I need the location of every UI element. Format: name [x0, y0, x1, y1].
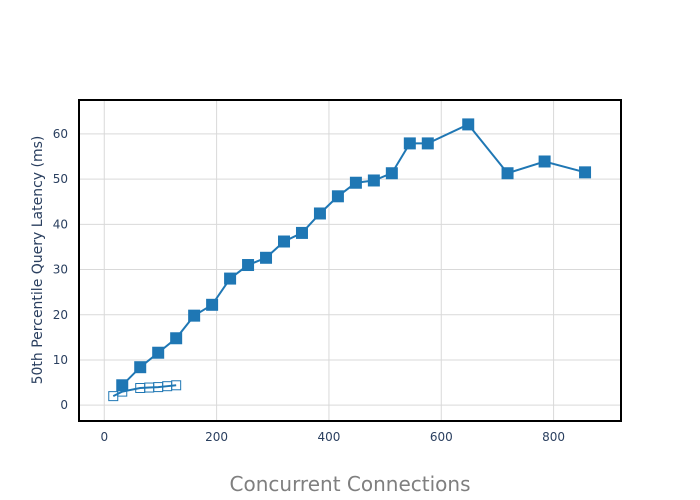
series-filled-point-9 [278, 235, 291, 248]
grid [79, 100, 621, 421]
x-tick-labels: 0 200 400 600 800 [100, 430, 565, 444]
series-filled-point-21 [579, 166, 592, 179]
series-filled-point-1 [134, 361, 147, 374]
y-axis-label: 50th Percentile Query Latency (ms) [30, 136, 46, 385]
y-tick-label-5: 50 [53, 172, 68, 186]
series-layer [108, 118, 592, 402]
series-filled-point-2 [152, 346, 165, 359]
series-open-point-1 [117, 386, 128, 397]
series-filled-point-12 [331, 190, 344, 203]
series-filled-point-18 [462, 118, 475, 131]
x-tick-label-3: 600 [430, 430, 453, 444]
x-tick-label-1: 200 [205, 430, 228, 444]
series-filled-point-7 [242, 259, 255, 272]
x-tick-label-4: 800 [542, 430, 565, 444]
series-filled [116, 118, 592, 392]
series-open-point-0 [108, 391, 119, 402]
series-open-point-5 [162, 381, 173, 392]
series-filled-point-11 [313, 207, 326, 220]
series-filled-point-16 [403, 137, 416, 150]
series-filled-point-13 [349, 176, 362, 189]
series-filled-point-14 [367, 174, 380, 187]
series-filled-point-10 [295, 226, 308, 239]
plot-frame [78, 99, 622, 422]
series-filled-point-8 [260, 251, 273, 264]
series-open-point-2 [135, 383, 146, 393]
series-open-point-3 [144, 382, 155, 393]
series-open [108, 380, 182, 402]
series-filled-point-6 [224, 272, 237, 285]
series-filled-point-17 [421, 137, 434, 150]
y-tick-label-4: 40 [53, 217, 68, 231]
x-tick-label-2: 400 [317, 430, 340, 444]
x-tick-label-0: 0 [100, 430, 108, 444]
series-open-point-6 [171, 380, 182, 391]
y-tick-label-0: 0 [60, 398, 68, 412]
x-axis-label: Concurrent Connections [230, 472, 471, 496]
series-open-line [112, 384, 177, 398]
series-filled-point-3 [170, 332, 183, 345]
series-filled-point-19 [501, 167, 514, 180]
series-filled-point-5 [206, 298, 219, 311]
plot-background [79, 100, 621, 421]
y-tick-label-3: 30 [53, 263, 68, 277]
y-tick-labels: 0 10 20 30 40 50 60 [53, 127, 68, 412]
series-filled-point-20 [538, 155, 551, 168]
series-filled-point-4 [188, 309, 201, 322]
series-open-point-4 [153, 382, 164, 393]
y-tick-label-6: 60 [53, 127, 68, 141]
y-tick-label-1: 10 [53, 353, 68, 367]
series-filled-point-15 [385, 167, 398, 180]
y-tick-label-2: 20 [53, 308, 68, 322]
series-filled-line [121, 123, 586, 386]
